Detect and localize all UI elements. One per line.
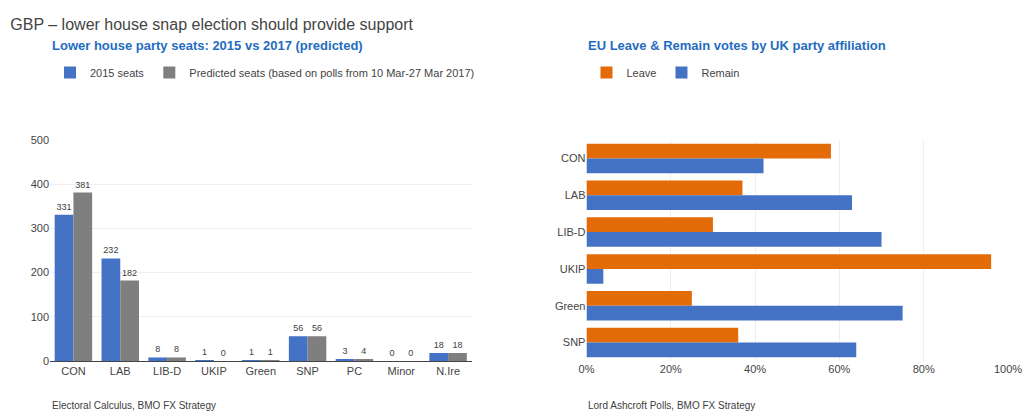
svg-text:GBP – lower house snap electio: GBP – lower house snap election should p… (10, 16, 413, 33)
svg-text:1: 1 (249, 347, 254, 357)
svg-text:EU Leave & Remain votes by UK: EU Leave & Remain votes by UK party affi… (588, 38, 886, 53)
svg-text:3: 3 (343, 346, 348, 356)
svg-text:18: 18 (452, 340, 462, 350)
svg-text:182: 182 (122, 268, 137, 278)
svg-text:232: 232 (103, 245, 118, 255)
svg-text:18: 18 (434, 340, 444, 350)
svg-text:0%: 0% (579, 363, 595, 375)
svg-text:56: 56 (312, 323, 322, 333)
svg-text:SNP: SNP (296, 365, 319, 377)
svg-text:0: 0 (43, 355, 49, 367)
svg-text:Remain: Remain (701, 67, 739, 79)
svg-text:Green: Green (245, 365, 276, 377)
svg-text:Lord Ashcroft Polls, BMO FX St: Lord Ashcroft Polls, BMO FX Strategy (588, 400, 755, 411)
svg-text:SNP: SNP (563, 336, 586, 348)
svg-text:CON: CON (561, 152, 586, 164)
svg-text:CON: CON (61, 365, 86, 377)
svg-text:UKIP: UKIP (560, 263, 586, 275)
svg-text:100: 100 (31, 311, 49, 323)
svg-text:20%: 20% (660, 363, 682, 375)
svg-text:UKIP: UKIP (201, 365, 227, 377)
svg-text:2015 seats: 2015 seats (90, 67, 144, 79)
svg-text:8: 8 (174, 344, 179, 354)
svg-text:80%: 80% (913, 363, 935, 375)
svg-text:56: 56 (293, 323, 303, 333)
svg-text:LAB: LAB (110, 365, 131, 377)
svg-text:Predicted seats (based on poll: Predicted seats (based on polls from 10 … (189, 67, 474, 79)
svg-text:Lower house party seats: 2015: Lower house party seats: 2015 vs 2017 (p… (52, 38, 363, 53)
svg-text:LIB-D: LIB-D (557, 226, 585, 238)
svg-text:LAB: LAB (565, 189, 586, 201)
svg-text:331: 331 (57, 202, 72, 212)
svg-text:PC: PC (347, 365, 362, 377)
svg-text:LIB-D: LIB-D (153, 365, 181, 377)
svg-text:1: 1 (202, 347, 207, 357)
svg-text:0: 0 (221, 348, 226, 358)
svg-text:0: 0 (389, 348, 394, 358)
svg-text:N.Ire: N.Ire (436, 365, 460, 377)
svg-text:500: 500 (31, 134, 49, 146)
svg-text:300: 300 (31, 222, 49, 234)
svg-text:200: 200 (31, 266, 49, 278)
svg-text:60%: 60% (828, 363, 850, 375)
svg-text:100%: 100% (994, 363, 1022, 375)
svg-text:Green: Green (555, 300, 586, 312)
svg-text:0: 0 (408, 348, 413, 358)
svg-text:40%: 40% (744, 363, 766, 375)
svg-text:Minor: Minor (388, 365, 416, 377)
svg-text:1: 1 (268, 347, 273, 357)
svg-text:400: 400 (31, 178, 49, 190)
svg-text:Electoral Calculus, BMO FX Str: Electoral Calculus, BMO FX Strategy (52, 400, 216, 411)
svg-text:8: 8 (155, 344, 160, 354)
svg-text:4: 4 (361, 346, 366, 356)
svg-text:Leave: Leave (626, 67, 656, 79)
svg-text:381: 381 (75, 180, 90, 190)
